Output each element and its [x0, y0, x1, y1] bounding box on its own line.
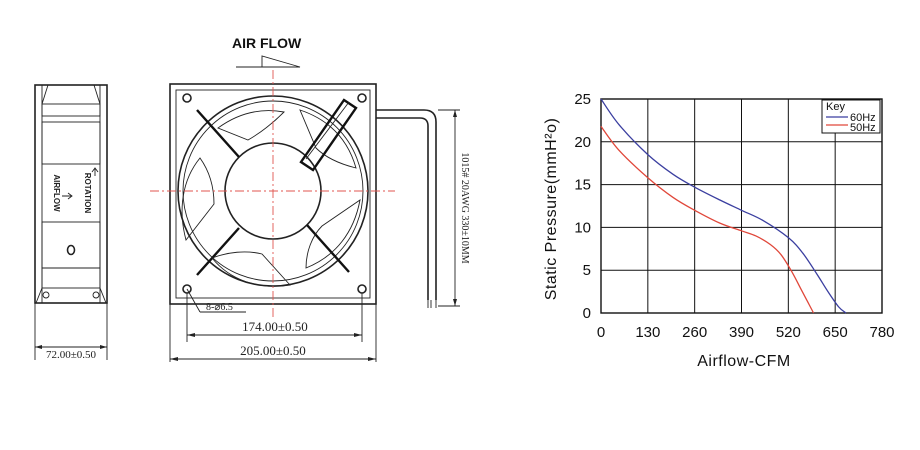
y-tick-label: 20 [574, 134, 591, 151]
airflow-title: AIR FLOW [232, 35, 302, 51]
fan-blade-icon [211, 251, 291, 287]
y-tick-label: 0 [583, 305, 591, 322]
frame-size-dimension: 205.00±0.50 [240, 343, 306, 358]
x-tick-label: 520 [776, 324, 801, 341]
lead-wire-strut [299, 98, 358, 172]
chart-tick-labels: 0 130 260 390 520 650 780 0 5 10 15 20 25 [574, 91, 894, 341]
y-tick-label: 15 [574, 177, 591, 194]
chart-legend: Key 60Hz 50Hz [821, 99, 881, 134]
legend-label-60hz: 60Hz [850, 112, 876, 124]
mounting-hole-icon [357, 93, 367, 103]
x-tick-label: 650 [823, 324, 848, 341]
y-tick-label: 25 [574, 91, 591, 108]
fan-blade-icon [217, 110, 285, 141]
rotation-arrow-icon [91, 167, 99, 176]
x-axis-label: Airflow-CFM [697, 353, 791, 370]
y-tick-label: 5 [583, 262, 591, 279]
fan-blade-icon [181, 157, 215, 241]
side-width-dimension: 72.00±0.50 [46, 349, 97, 361]
x-tick-label: 0 [597, 324, 605, 341]
plot-frame [600, 98, 883, 314]
series-line-60hz [600, 98, 847, 314]
pq-curve-chart: 0 130 260 390 520 650 780 0 5 10 15 20 25 Key 60Hz 5… [543, 91, 895, 370]
side-airflow-label: AIRFLOW [52, 174, 61, 212]
side-view: ROTATION AIRFLOW 72.00±0.50 [34, 84, 108, 361]
chart-grid [600, 98, 883, 314]
hub-screw-icon [66, 244, 76, 256]
mounting-hole-icon [357, 284, 367, 294]
y-tick-label: 10 [574, 219, 591, 236]
mounting-hole-icon [182, 93, 192, 103]
rotation-label: ROTATION [83, 173, 92, 214]
airflow-direction-arrow-icon [236, 55, 301, 68]
legend-title: Key [826, 101, 845, 113]
series-line-50hz [600, 126, 815, 314]
fan-blade-icon [305, 199, 361, 269]
hole-spacing-dimension: 174.00±0.50 [242, 319, 308, 334]
y-axis-label: Static Pressure(mmH²o) [543, 118, 560, 301]
x-tick-label: 780 [869, 324, 894, 341]
hole-callout: 8-⌀6.5 [206, 302, 233, 313]
front-view: 1015# 20AWG 330±10MM 8-⌀6.5 174.00±0.50 … [150, 70, 470, 362]
wire-spec-label: 1015# 20AWG 330±10MM [459, 152, 470, 263]
x-tick-label: 390 [729, 324, 754, 341]
side-airflow-arrow-icon [62, 192, 73, 200]
legend-label-50hz: 50Hz [850, 122, 876, 134]
x-tick-label: 260 [682, 324, 707, 341]
chart-series [600, 98, 847, 314]
x-tick-label: 130 [635, 324, 660, 341]
